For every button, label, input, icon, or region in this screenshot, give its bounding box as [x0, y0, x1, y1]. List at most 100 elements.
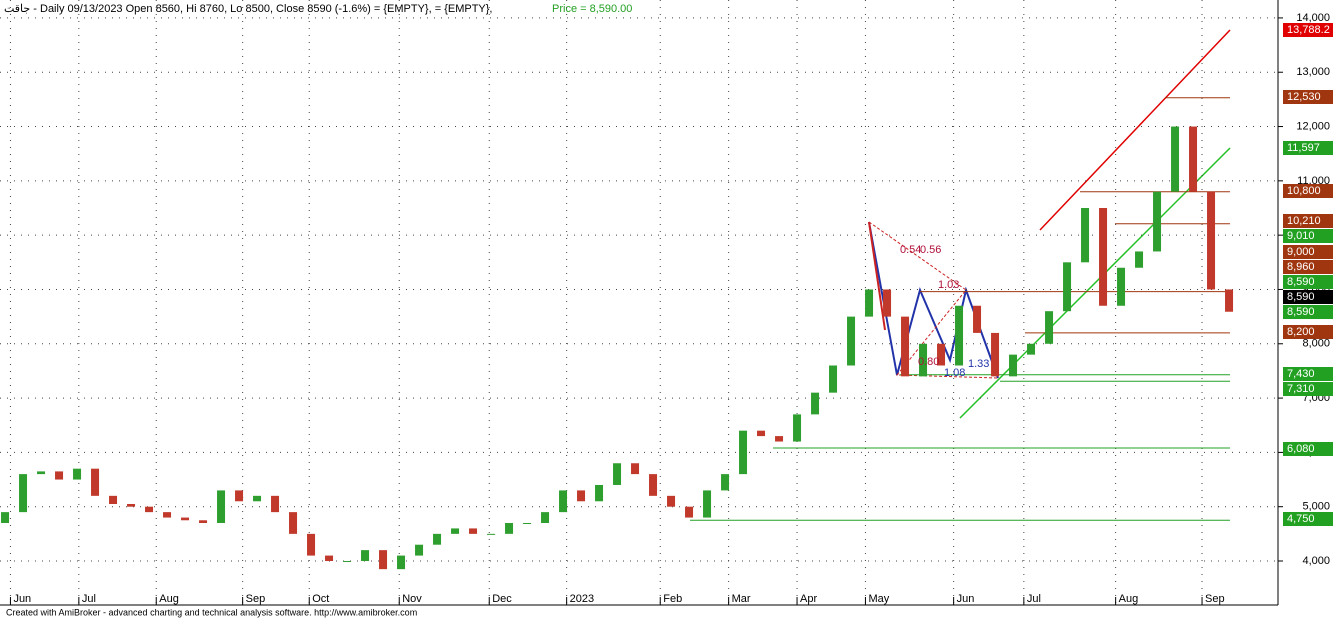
- y-tick-label: 11,000: [1297, 175, 1330, 187]
- level-box: [1283, 245, 1333, 259]
- level-label: 10,800: [1287, 185, 1321, 197]
- y-tick-label: 8,000: [1302, 338, 1330, 350]
- candle-body: [793, 414, 802, 442]
- candle-body: [19, 474, 28, 513]
- x-tick-label: Sep: [246, 593, 266, 605]
- candle-body: [631, 463, 640, 475]
- level-box: [1283, 229, 1333, 243]
- candle-body: [379, 550, 388, 570]
- level-box: [1283, 275, 1333, 289]
- candle-body: [1027, 343, 1036, 355]
- y-tick-label: 5,000: [1302, 501, 1330, 513]
- y-tick-label: 4,000: [1302, 555, 1330, 567]
- candle-body: [487, 533, 496, 535]
- candle-body: [847, 316, 856, 366]
- x-tick-label: Sep: [1205, 593, 1225, 605]
- level-label: 12,530: [1287, 91, 1321, 103]
- candle-body: [685, 506, 694, 518]
- annotation: 1.08: [944, 367, 965, 379]
- candle-body: [811, 392, 820, 415]
- candle-body: [1135, 251, 1144, 268]
- candle-body: [1009, 354, 1018, 377]
- candle-body: [55, 471, 64, 480]
- x-tick-label: Aug: [1119, 593, 1139, 605]
- candle-body: [757, 430, 766, 437]
- level-box: [1283, 260, 1333, 274]
- level-label: 9,000: [1287, 246, 1315, 258]
- level-label: 8,590: [1287, 291, 1315, 303]
- y-tick-label: 12,000: [1296, 120, 1330, 132]
- trend-line: [959, 147, 1231, 419]
- candle-body: [469, 528, 478, 534]
- level-label: 7,430: [1287, 368, 1315, 380]
- level-label: 4,750: [1287, 513, 1315, 525]
- candle-body: [775, 436, 784, 442]
- level-label: 6,080: [1287, 443, 1315, 455]
- level-label: 8,590: [1287, 306, 1315, 318]
- level-box: [1283, 290, 1333, 304]
- level-box: [1283, 141, 1333, 155]
- x-tick-label: Apr: [800, 593, 817, 605]
- level-label: 8,590: [1287, 276, 1315, 288]
- candle-body: [1171, 126, 1180, 192]
- candle-body: [595, 484, 604, 502]
- level-box: [1283, 442, 1333, 456]
- x-tick-label: Nov: [402, 593, 422, 605]
- candle-body: [901, 316, 910, 377]
- level-label: 9,010: [1287, 230, 1315, 242]
- candle-body: [973, 305, 982, 333]
- candle-body: [703, 490, 712, 518]
- candle-body: [577, 490, 586, 502]
- level-box: [1283, 184, 1333, 198]
- candle-body: [649, 474, 658, 496]
- x-tick-label: Jul: [1027, 593, 1041, 605]
- annotation: 1.33: [968, 358, 989, 370]
- candle-body: [199, 520, 208, 523]
- x-tick-label: Jun: [957, 593, 975, 605]
- level-box: [1283, 23, 1333, 37]
- candle-body: [613, 463, 622, 485]
- candle-body: [1117, 267, 1126, 306]
- candle-body: [523, 522, 532, 524]
- candle-body: [559, 490, 568, 513]
- x-tick-label: Dec: [492, 593, 512, 605]
- x-tick-label: 2023: [570, 593, 594, 605]
- candle-body: [145, 506, 154, 513]
- level-box: [1283, 382, 1333, 396]
- annotation: 0.56: [920, 244, 941, 256]
- pattern-line: [868, 221, 999, 379]
- level-label: 13,788.2: [1287, 24, 1330, 36]
- header: جاقت - Daily 09/13/2023 Open 8560, Hi 87…: [4, 3, 493, 15]
- annotation: 0.54: [900, 244, 921, 256]
- candle-body: [919, 343, 928, 377]
- candle-body: [1099, 208, 1108, 306]
- candle-body: [91, 468, 100, 496]
- candle-body: [397, 555, 406, 570]
- candle-body: [1189, 126, 1198, 192]
- annotation: 1.03: [938, 279, 959, 291]
- level-label: 8,200: [1287, 326, 1315, 338]
- candle-body: [1225, 289, 1234, 312]
- level-box: [1283, 512, 1333, 526]
- candle-body: [1063, 262, 1072, 312]
- level-label: 8,960: [1287, 261, 1315, 273]
- level-label: 10,210: [1287, 215, 1321, 227]
- candle-body: [1045, 311, 1054, 344]
- x-tick-label: Feb: [663, 593, 682, 605]
- candle-body: [235, 490, 244, 502]
- candle-body: [1153, 191, 1162, 252]
- candle-body: [667, 495, 676, 507]
- candle-body: [721, 474, 730, 491]
- level-label: 7,310: [1287, 383, 1315, 395]
- candle-body: [739, 430, 748, 475]
- candle-body: [127, 503, 136, 507]
- candle-body: [109, 495, 118, 504]
- x-tick-label: Oct: [312, 593, 329, 605]
- candle-body: [361, 550, 370, 562]
- candle-body: [1, 512, 10, 523]
- y-tick-label: 13,000: [1296, 66, 1330, 78]
- candle-body: [937, 343, 946, 366]
- candle-body: [307, 533, 316, 556]
- x-tick-label: Mar: [732, 593, 751, 605]
